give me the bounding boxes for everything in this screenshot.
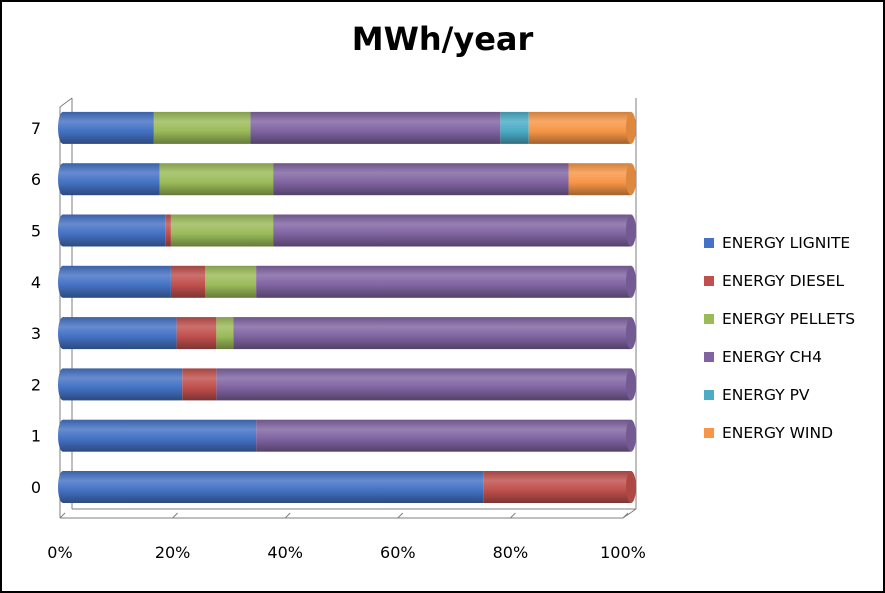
bar-segment-energy-lignite bbox=[63, 214, 166, 247]
legend-swatch bbox=[704, 314, 714, 324]
legend-item: ENERGY LIGNITE bbox=[704, 224, 879, 262]
bar-segment-energy-pv bbox=[500, 111, 529, 144]
bar-row-1 bbox=[58, 419, 636, 452]
chart-walls bbox=[59, 97, 637, 519]
chart-bars bbox=[58, 111, 636, 503]
x-tick-label: 80% bbox=[493, 543, 529, 562]
bar-segment-energy-lignite bbox=[63, 317, 177, 350]
bar-cap-right bbox=[626, 368, 636, 401]
x-tick bbox=[172, 512, 178, 519]
bar-segment-energy-diesel bbox=[182, 368, 217, 401]
bar-segment-energy-ch4 bbox=[273, 163, 569, 196]
x-tick bbox=[59, 512, 66, 519]
bar-segment-energy-pellets bbox=[159, 163, 274, 196]
bar-cap-right bbox=[626, 471, 636, 503]
legend-swatch bbox=[704, 276, 714, 286]
bar-segment-energy-lignite bbox=[63, 265, 171, 298]
legend-label: ENERGY PELLETS bbox=[722, 310, 856, 328]
bar-cap-right bbox=[626, 163, 636, 196]
bar-segment-energy-ch4 bbox=[256, 419, 631, 452]
legend-item: ENERGY PV bbox=[704, 376, 879, 414]
legend-item: ENERGY DIESEL bbox=[704, 262, 879, 300]
x-axis-labels: 0% 20% 40% 60% 80% 100% bbox=[47, 543, 646, 562]
legend-label: ENERGY LIGNITE bbox=[722, 234, 851, 252]
legend-item: ENERGY CH4 bbox=[704, 338, 879, 376]
bar-segment-energy-wind bbox=[528, 111, 631, 144]
bar-segment-energy-ch4 bbox=[256, 265, 631, 298]
bar-cap-right bbox=[626, 214, 636, 247]
y-tick-label: 1 bbox=[31, 427, 41, 446]
x-tick-label: 20% bbox=[155, 543, 191, 562]
bar-row-6 bbox=[58, 163, 636, 196]
bar-segment-energy-pellets bbox=[205, 265, 257, 298]
legend-item: ENERGY PELLETS bbox=[704, 300, 879, 338]
bar-segment-energy-lignite bbox=[63, 111, 154, 144]
bar-cap-right bbox=[626, 419, 636, 452]
x-tick-label: 0% bbox=[47, 543, 72, 562]
bar-segment-energy-ch4 bbox=[273, 214, 631, 247]
legend-swatch bbox=[704, 238, 714, 248]
chart-title: MWh/year bbox=[351, 20, 534, 58]
bar-row-0 bbox=[58, 471, 636, 503]
bar-segment-energy-wind bbox=[568, 163, 631, 196]
y-tick-label: 4 bbox=[31, 273, 41, 292]
legend-item: ENERGY WIND bbox=[704, 414, 879, 452]
chart-legend: ENERGY LIGNITE ENERGY DIESEL ENERGY PELLET… bbox=[704, 224, 879, 452]
y-tick-label: 3 bbox=[31, 324, 41, 343]
x-tick bbox=[622, 512, 629, 519]
bar-segment-energy-pellets bbox=[216, 317, 234, 350]
x-tick bbox=[284, 512, 291, 519]
bar-row-2 bbox=[58, 368, 636, 401]
bar-row-4 bbox=[58, 265, 636, 298]
y-axis-labels: 0 1 2 3 4 5 6 7 bbox=[31, 119, 41, 497]
legend-label: ENERGY CH4 bbox=[722, 348, 822, 366]
bar-segment-energy-pellets bbox=[170, 214, 274, 247]
bar-cap-right bbox=[626, 317, 636, 350]
bar-segment-energy-lignite bbox=[63, 368, 183, 401]
legend-swatch bbox=[704, 390, 714, 400]
bar-segment-energy-ch4 bbox=[250, 111, 501, 144]
bar-segment-energy-diesel bbox=[165, 214, 171, 247]
bar-segment-energy-diesel bbox=[483, 471, 631, 503]
bar-row-3 bbox=[58, 317, 636, 350]
bar-row-7 bbox=[58, 111, 636, 144]
bar-row-5 bbox=[58, 214, 636, 247]
y-tick-label: 5 bbox=[31, 222, 41, 241]
x-tick-label: 40% bbox=[267, 543, 303, 562]
bar-segment-energy-diesel bbox=[176, 317, 217, 350]
y-tick-label: 6 bbox=[31, 170, 41, 189]
bar-segment-energy-diesel bbox=[170, 265, 205, 298]
bar-cap-right bbox=[626, 265, 636, 298]
bar-segment-energy-lignite bbox=[63, 163, 160, 196]
y-tick-label: 2 bbox=[31, 375, 41, 394]
x-tick-label: 60% bbox=[380, 543, 416, 562]
y-tick-label: 7 bbox=[31, 119, 41, 138]
x-tick bbox=[397, 512, 404, 519]
legend-swatch bbox=[704, 352, 714, 362]
bar-segment-energy-lignite bbox=[63, 471, 484, 503]
bar-segment-energy-lignite bbox=[63, 419, 257, 452]
bar-cap-right bbox=[626, 111, 636, 144]
bar-segment-energy-ch4 bbox=[216, 368, 632, 401]
x-tick-label: 100% bbox=[600, 543, 646, 562]
bar-segment-energy-ch4 bbox=[233, 317, 631, 350]
y-tick-label: 0 bbox=[31, 478, 41, 497]
legend-label: ENERGY DIESEL bbox=[722, 272, 845, 290]
legend-label: ENERGY PV bbox=[722, 386, 810, 404]
legend-label: ENERGY WIND bbox=[722, 424, 834, 442]
x-tick bbox=[510, 512, 516, 519]
legend-swatch bbox=[704, 428, 714, 438]
bar-segment-energy-pellets bbox=[153, 111, 251, 144]
